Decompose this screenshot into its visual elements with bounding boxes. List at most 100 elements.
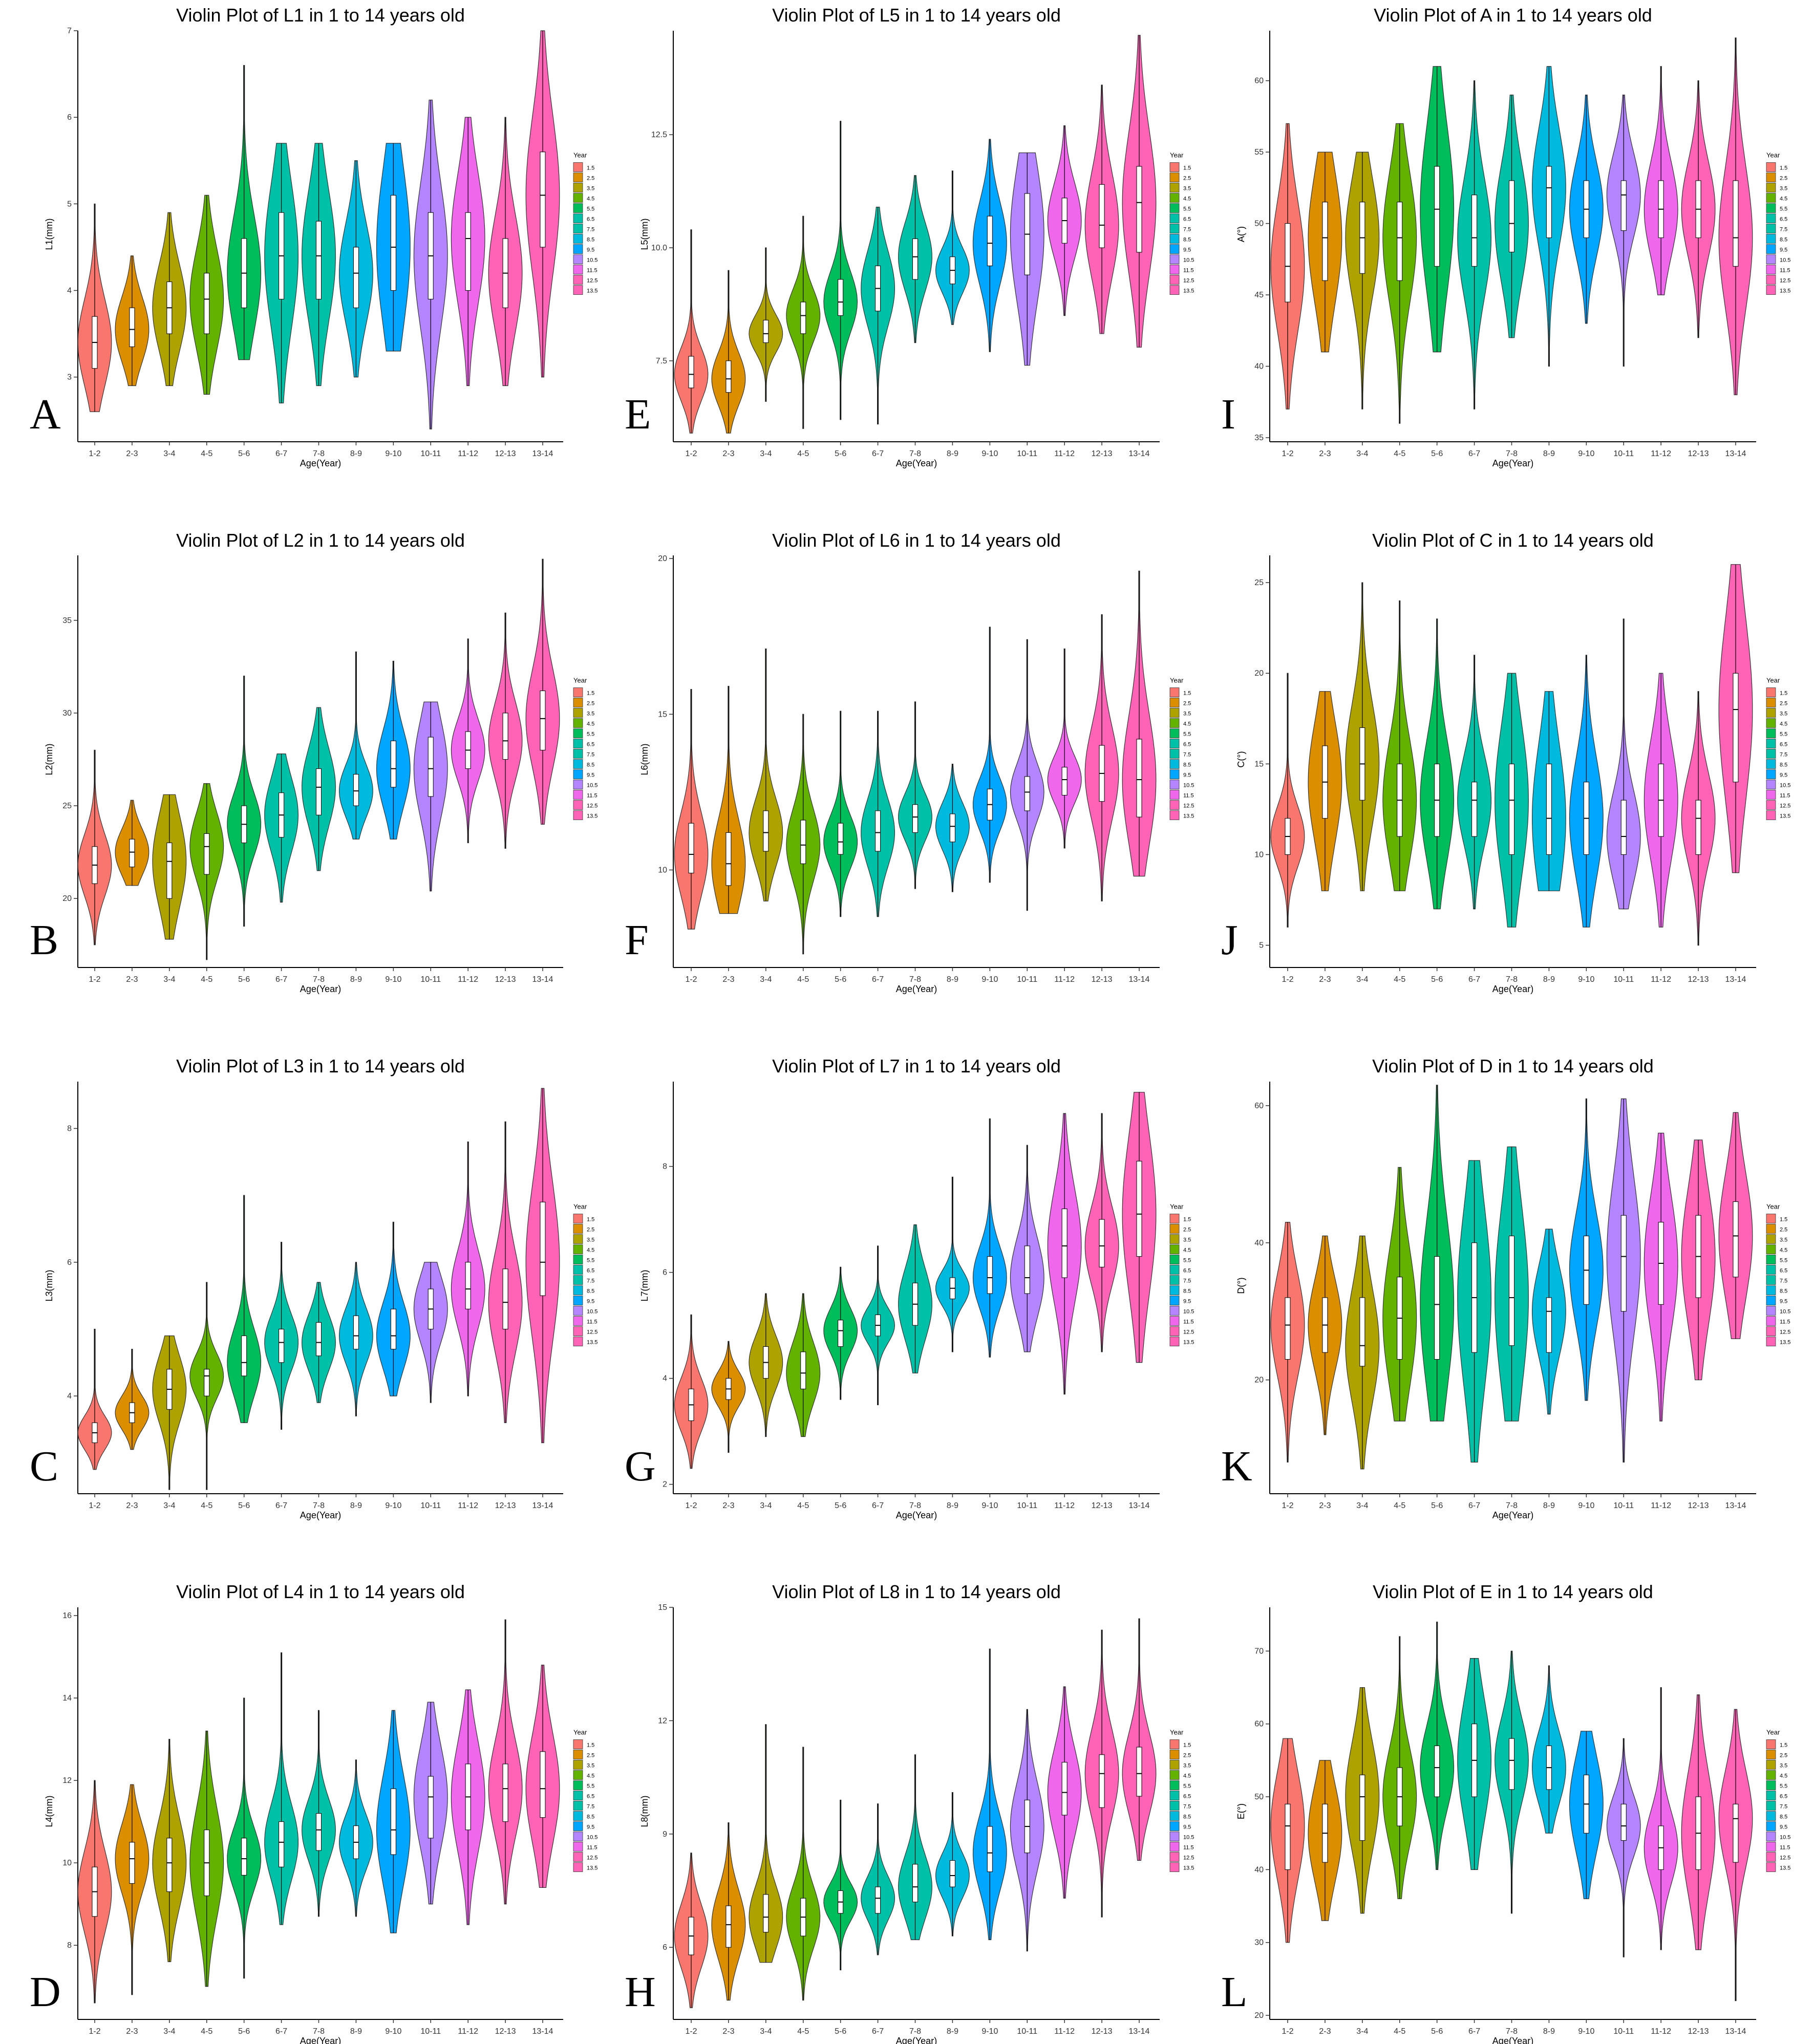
legend-swatch: [573, 687, 583, 697]
y-tick-label: 6: [663, 1268, 667, 1277]
legend-label: 13.5: [1780, 1865, 1790, 1871]
violin-1-2: [1270, 673, 1305, 928]
violin-11-12: [1047, 125, 1082, 316]
legend-swatch: [573, 1326, 583, 1336]
legend-swatch: [1169, 1224, 1180, 1234]
legend-label: 12.5: [587, 1329, 597, 1336]
legend-swatch: [1766, 769, 1776, 779]
x-axis-label: Age(Year): [300, 2036, 341, 2044]
violin-11-12: [451, 1141, 485, 1396]
legend-swatch: [573, 1316, 583, 1326]
legend-label: 6.5: [587, 1268, 594, 1274]
violin-4-5: [1382, 123, 1417, 424]
panel-d: Violin Plot of L4 in 1 to 14 years old 8 1…: [30, 1581, 597, 2044]
violin-box: [725, 360, 732, 393]
violin-8-9: [338, 1759, 373, 1917]
violin-2-3: [1308, 1760, 1342, 1921]
legend-swatch: [573, 1306, 583, 1316]
legend-swatch: [1169, 193, 1180, 203]
y-tick-label: 35: [62, 616, 72, 625]
x-tick-label: 12-13: [1092, 2027, 1113, 2036]
panel-title: Violin Plot of L3 in 1 to 14 years old: [176, 1056, 465, 1077]
y-tick-label: 8: [663, 1163, 667, 1171]
legend-swatch: [573, 1739, 583, 1749]
legend-swatch: [1766, 193, 1776, 203]
x-tick-label: 9-10: [981, 2027, 998, 2036]
y-tick-label: 70: [1254, 1647, 1264, 1655]
legend-swatch: [1169, 1285, 1180, 1295]
violin-box: [390, 1788, 396, 1855]
legend-label: 6.5: [1183, 217, 1191, 223]
x-tick-label: 1-2: [1282, 2027, 1293, 2036]
x-tick-label: 6-7: [1468, 2027, 1480, 2036]
violin-1-2: [674, 1314, 709, 1469]
y-tick-label: 20: [658, 554, 667, 563]
x-tick-label: 1-2: [685, 2027, 697, 2036]
violin-box: [688, 356, 694, 389]
violin-box: [279, 1328, 285, 1363]
x-tick-label: 12-13: [1092, 449, 1113, 458]
violin-10-11: [1606, 618, 1641, 910]
violin-3-4: [152, 1335, 187, 1490]
x-tick-label: 7-8: [313, 1501, 325, 1510]
legend-label: 9.5: [1183, 1824, 1191, 1831]
violin-box: [1136, 166, 1142, 253]
y-tick-label: 40: [1254, 1865, 1264, 1874]
violin-12-13: [1681, 1694, 1716, 1950]
y-tick-label: 15: [658, 710, 667, 719]
legend-label: 11.5: [1183, 1319, 1194, 1325]
legend-swatch: [573, 1801, 583, 1811]
x-tick-label: 5-6: [238, 449, 250, 458]
y-tick-label: 30: [62, 709, 72, 718]
violin-5-6: [823, 121, 858, 420]
x-tick-label: 10-11: [420, 975, 441, 984]
violin-4-5: [189, 783, 224, 960]
legend-label: 1.5: [587, 1742, 594, 1749]
y-tick-label: 15: [1254, 760, 1264, 768]
x-tick-label: 9-10: [981, 975, 998, 984]
legend-swatch: [1766, 1791, 1776, 1800]
x-tick-label: 8-9: [350, 2027, 362, 2036]
x-tick-label: 3-4: [1356, 1501, 1368, 1510]
violin-2-3: [711, 270, 746, 434]
legend-swatch: [1766, 687, 1776, 697]
x-tick-label: 13-14: [1725, 2027, 1746, 2036]
legend-label: 12.5: [1183, 1329, 1194, 1336]
legend-label: 4.5: [587, 1247, 594, 1254]
y-tick-label: 35: [1254, 434, 1264, 442]
legend-label: 11.5: [1780, 793, 1790, 799]
x-tick-label: 4-5: [1394, 449, 1405, 458]
violin-box: [838, 823, 844, 855]
legend-swatch: [1169, 162, 1180, 172]
violin-10-11: [413, 1262, 448, 1403]
x-tick-label: 8-9: [1543, 1501, 1555, 1510]
legend-label: 7.5: [587, 1804, 594, 1810]
violin-box: [540, 152, 546, 248]
violin-12-13: [1681, 691, 1716, 946]
panel-title: Violin Plot of A in 1 to 14 years old: [1374, 5, 1652, 26]
x-tick-label: 3-4: [163, 1501, 175, 1510]
legend-swatch: [1169, 1780, 1180, 1790]
violin-2-3: [1308, 1235, 1342, 1435]
violin-6-7: [1457, 80, 1492, 410]
violin-8-9: [935, 1792, 970, 1937]
panel-title: Violin Plot of L4 in 1 to 14 years old: [176, 1581, 465, 1602]
x-tick-label: 8-9: [947, 449, 958, 458]
legend-label: 12.5: [1183, 278, 1194, 284]
x-tick-label: 5-6: [238, 975, 250, 984]
violin-10-11: [1010, 1145, 1044, 1352]
x-tick-label: 3-4: [1356, 975, 1368, 984]
legend-label: 2.5: [1183, 1753, 1191, 1759]
violin-2-3: [1308, 691, 1342, 891]
violin-box: [316, 1813, 322, 1851]
legend-label: 12.5: [1780, 1855, 1790, 1861]
legend-label: 1.5: [1780, 1742, 1787, 1749]
violin-box: [316, 221, 322, 299]
legend-swatch: [573, 162, 583, 172]
y-tick-label: 25: [1254, 578, 1264, 587]
violin-8-9: [1532, 691, 1566, 891]
legend-label: 8.5: [1780, 237, 1787, 243]
legend-label: 3.5: [1183, 1237, 1191, 1243]
x-tick-label: 10-11: [420, 2027, 441, 2036]
